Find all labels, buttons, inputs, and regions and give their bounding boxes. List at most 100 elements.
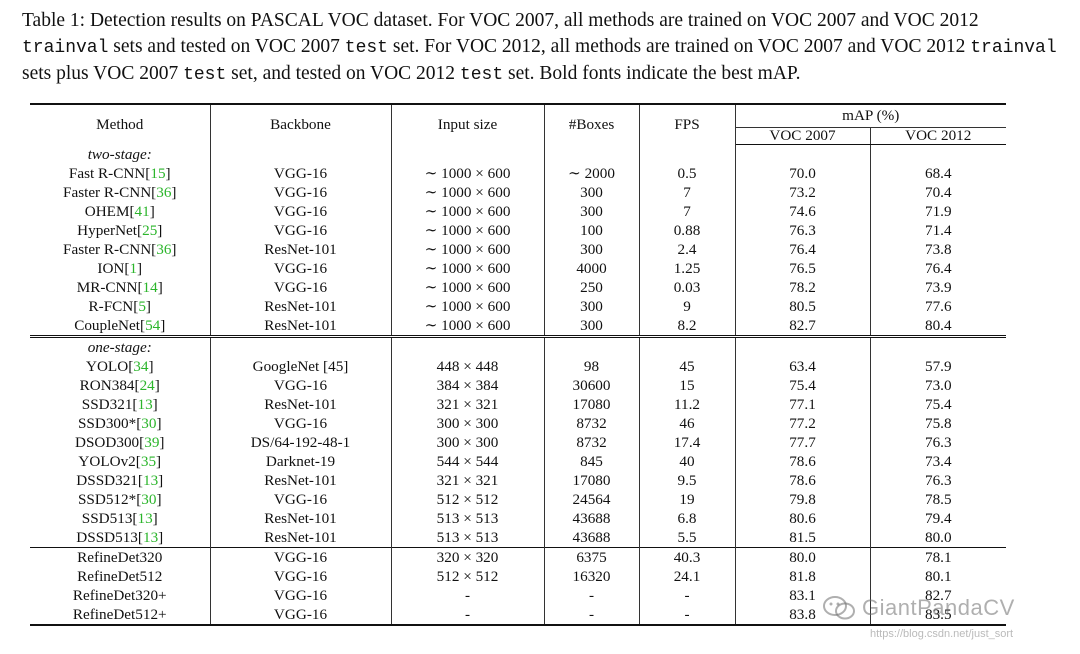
- cell-backbone: VGG-16: [210, 278, 392, 297]
- cell-method: DSSD513[13]: [30, 528, 211, 548]
- cell-method: OHEM[41]: [30, 202, 211, 221]
- table-caption: Table 1: Detection results on PASCAL VOC…: [22, 8, 1062, 88]
- cell-fps: 1.25: [639, 259, 736, 278]
- cell-backbone: VGG-16: [210, 414, 392, 433]
- cell-voc2007: 76.4: [735, 240, 871, 259]
- cell-fps: 2.4: [639, 240, 736, 259]
- cell-input-size: ∼ 1000 × 600: [391, 297, 545, 316]
- cell-input-size: 513 × 513: [391, 509, 545, 528]
- cell-backbone: GoogleNet [45]: [210, 357, 392, 376]
- cell-voc2012: 57.9: [924, 358, 952, 375]
- cell-backbone: ResNet-101: [210, 471, 392, 490]
- cell-voc2007: 63.4: [735, 357, 871, 376]
- cell-voc2007: 73.2: [735, 183, 871, 202]
- cell-voc2012: 80.4: [924, 317, 952, 334]
- cell-input-size: 321 × 321: [391, 395, 545, 414]
- cell-backbone: DS/64-192-48-1: [210, 433, 392, 452]
- citation-link[interactable]: 30: [141, 491, 157, 508]
- cell-fps: -: [639, 586, 736, 605]
- cell-voc2012: 77.6: [924, 298, 952, 315]
- cell-backbone: VGG-16: [210, 567, 392, 586]
- cell-boxes: 300: [544, 183, 640, 202]
- method-name: MR-CNN: [76, 279, 138, 296]
- table-row: YOLOv2[35] Darknet-19 544 × 544 845 40 78.6 73…: [30, 452, 1006, 471]
- caption-text: set. For VOC 2012, all methods are train…: [387, 36, 971, 57]
- citation-link[interactable]: 14: [142, 279, 158, 296]
- cell-boxes: 17080: [544, 395, 640, 414]
- header-voc2012: VOC 2012: [870, 127, 1007, 145]
- citation-link[interactable]: 5: [138, 298, 146, 315]
- citation-link[interactable]: 25: [142, 222, 158, 239]
- cell-input-size: ∼ 1000 × 600: [391, 316, 545, 337]
- table-row: SSD321[13] ResNet-101 321 × 321 17080 11.2 77…: [30, 395, 1006, 414]
- caption-code: trainval: [22, 38, 109, 58]
- cell-method: RON384[24]: [30, 376, 211, 395]
- table-row: YOLO[34] GoogleNet [45] 448 × 448 98 45 63.4 5…: [30, 357, 1006, 376]
- cell-method: R-FCN[5]: [30, 297, 211, 316]
- cell-method: Faster R-CNN[36]: [30, 183, 211, 202]
- citation-link[interactable]: 39: [144, 434, 160, 451]
- table-row: Fast R-CNN[15] VGG-16 ∼ 1000 × 600 ∼ 2000 0.…: [30, 164, 1006, 183]
- table-row: MR-CNN[14] VGG-16 ∼ 1000 × 600 250 0.03 78.2 7…: [30, 278, 1006, 297]
- cell-boxes: 43688: [544, 509, 640, 528]
- table-row: SSD512*[30] VGG-16 512 × 512 24564 19 79.8 78.…: [30, 490, 1006, 509]
- cell-voc2012: 79.4: [924, 510, 952, 527]
- table-row: DSOD300[39] DS/64-192-48-1 300 × 300 8732 17…: [30, 433, 1006, 452]
- cell-method: HyperNet[25]: [30, 221, 211, 240]
- citation-link[interactable]: 54: [145, 317, 161, 334]
- cell-fps: 0.5: [639, 164, 736, 183]
- cell-method: RefineDet512+: [30, 605, 211, 626]
- header-boxes: #Boxes: [544, 103, 640, 145]
- method-name: SSD512*: [77, 491, 137, 508]
- caption-text: set. Bold fonts indicate the best mAP.: [503, 63, 801, 84]
- citation-link[interactable]: 13: [142, 529, 159, 546]
- cell-method: SSD300*[30]: [30, 414, 211, 433]
- cell-voc2012: 73.8: [924, 241, 952, 258]
- cell-method: RefineDet320+: [30, 586, 211, 605]
- header-backbone: Backbone: [210, 103, 392, 145]
- table-row: SSD300*[30] VGG-16 300 × 300 8732 46 77.2 75.8: [30, 414, 1006, 433]
- citation-link[interactable]: 36: [156, 184, 172, 201]
- cell-method: DSSD321[13]: [30, 471, 211, 490]
- citation-link[interactable]: 34: [133, 358, 149, 375]
- citation-link[interactable]: 13: [137, 510, 153, 527]
- citation-link[interactable]: 36: [156, 241, 172, 258]
- cell-method: RefineDet512: [30, 567, 211, 586]
- citation-link[interactable]: 15: [150, 165, 166, 182]
- group-label-one-stage: one-stage:: [30, 335, 211, 357]
- cell-backbone: VGG-16: [210, 259, 392, 278]
- cell-voc2012: 78.5: [924, 491, 952, 508]
- citation-link[interactable]: 13: [142, 472, 159, 489]
- table-row: RefineDet320+ VGG-16- - -83.1 82.7: [30, 586, 1006, 605]
- cell-voc2012: 75.4: [924, 396, 952, 413]
- citation-link[interactable]: 41: [134, 203, 150, 220]
- cell-voc2007: 81.8: [735, 567, 871, 586]
- citation-link[interactable]: 1: [129, 260, 138, 277]
- cell-fps: 0.03: [639, 278, 736, 297]
- cell-fps: 7: [639, 183, 736, 202]
- cell-backbone: VGG-16: [210, 490, 392, 509]
- cell-voc2007: 78.6: [735, 471, 871, 490]
- citation-link[interactable]: 13: [137, 396, 153, 413]
- cell-input-size: ∼ 1000 × 600: [391, 202, 545, 221]
- cell-boxes: 43688: [544, 528, 640, 548]
- cell-voc2012: 82.7: [924, 587, 952, 604]
- cell-voc2007: 78.6: [735, 452, 871, 471]
- cell-boxes: 250: [544, 278, 640, 297]
- cell-input-size: ∼ 1000 × 600: [391, 278, 545, 297]
- cell-fps: 45: [639, 357, 736, 376]
- cell-fps: 9: [639, 297, 736, 316]
- citation-link[interactable]: 30: [141, 415, 157, 432]
- header-method: Method: [30, 103, 211, 145]
- caption-code: trainval: [970, 38, 1057, 58]
- cell-voc2007: 75.4: [735, 376, 871, 395]
- cell-voc2007: 80.0: [735, 547, 871, 567]
- cell-boxes: 30600: [544, 376, 640, 395]
- citation-link[interactable]: 24: [139, 377, 155, 394]
- cell-method: CoupleNet[54]: [30, 316, 211, 337]
- cell-voc2012: 80.1: [924, 568, 952, 585]
- citation-link[interactable]: 35: [140, 453, 157, 470]
- table-row: DSSD513[13] ResNet-101 513 × 513 43688 5.5 81…: [30, 528, 1006, 548]
- method-name: Fast R-CNN: [68, 165, 146, 182]
- cell-backbone: VGG-16: [210, 183, 392, 202]
